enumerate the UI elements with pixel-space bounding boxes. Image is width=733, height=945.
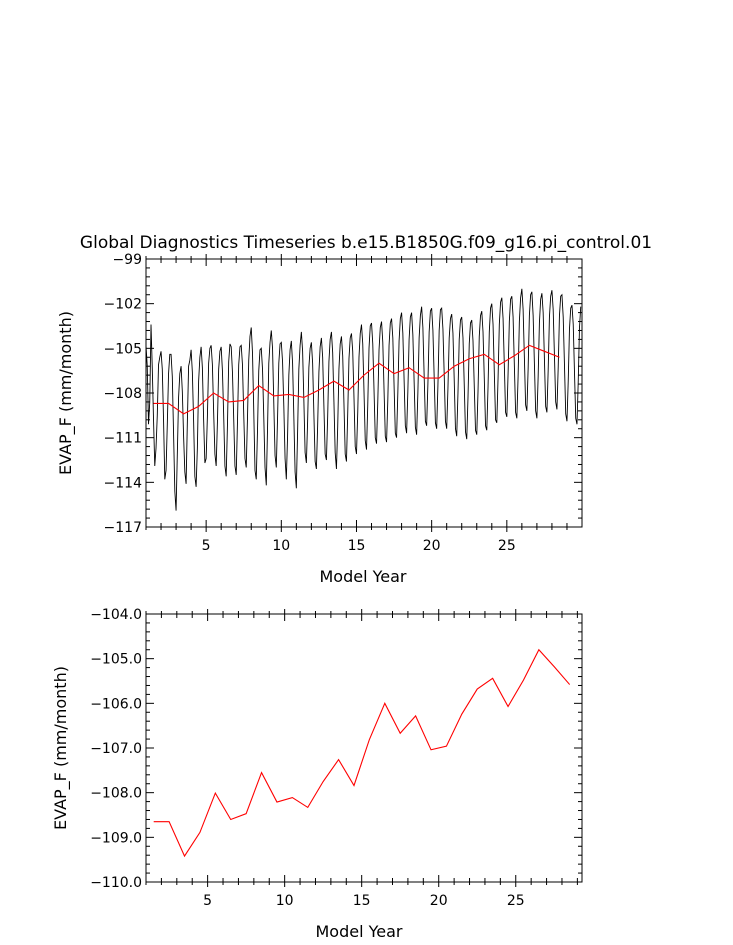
x-tick-label: 10 [272,538,290,554]
y-tick-label: −106.0 [90,696,142,712]
y-tick-label: −107.0 [90,741,142,757]
x-tick-label: 5 [202,538,211,554]
top-x-axis-label: Model Year [320,567,407,586]
monthly-series-line [145,288,582,511]
y-tick-label: −105.0 [90,652,142,668]
x-tick-label: 5 [203,893,212,909]
y-tick-label: −117 [104,520,142,536]
top-panel: 5 10 15 20 25 −99 −102 −105 −108 −111 −114 −117 Mod… [56,252,583,586]
top-plot-frame [145,258,583,528]
y-tick-label: −108.0 [90,786,142,802]
y-tick-label: −114 [104,475,143,491]
y-tick-label: −110.0 [90,875,142,891]
bottom-plot-frame [145,613,583,883]
y-tick-label: −104.0 [90,607,142,623]
x-tick-label: 15 [353,893,371,909]
x-tick-label: 25 [507,893,525,909]
chart-title: Global Diagnostics Timeseries b.e15.B185… [80,233,652,253]
annual-mean-line [153,344,560,415]
top-y-axis-label: EVAP_F (mm/month) [56,311,76,475]
y-tick-label: −105 [104,341,142,357]
x-tick-label: 10 [276,893,294,909]
y-tick-label: −102 [104,297,142,313]
bottom-panel: 5 10 15 20 25 −104.0 −105.0 −106.0 −107.0 −108.0 −… [51,607,583,941]
y-tick-label: −109.0 [90,830,142,846]
y-tick-label: −99 [112,252,142,268]
bottom-y-axis-label: EVAP_F (mm/month) [51,666,71,830]
top-axis-ticks: 5 10 15 20 25 −99 −102 −105 −108 −111 −114 −117 [104,252,582,554]
bottom-x-axis-label: Model Year [316,922,403,941]
x-tick-label: 20 [423,538,441,554]
annual-mean-line [153,648,571,858]
y-tick-label: −108 [104,386,142,402]
x-tick-label: 15 [348,538,366,554]
x-tick-label: 20 [430,893,448,909]
x-tick-label: 25 [498,538,516,554]
y-tick-label: −111 [104,431,142,447]
bottom-axis-ticks: 5 10 15 20 25 −104.0 −105.0 −106.0 −107.0 −108.0 −… [90,607,582,909]
